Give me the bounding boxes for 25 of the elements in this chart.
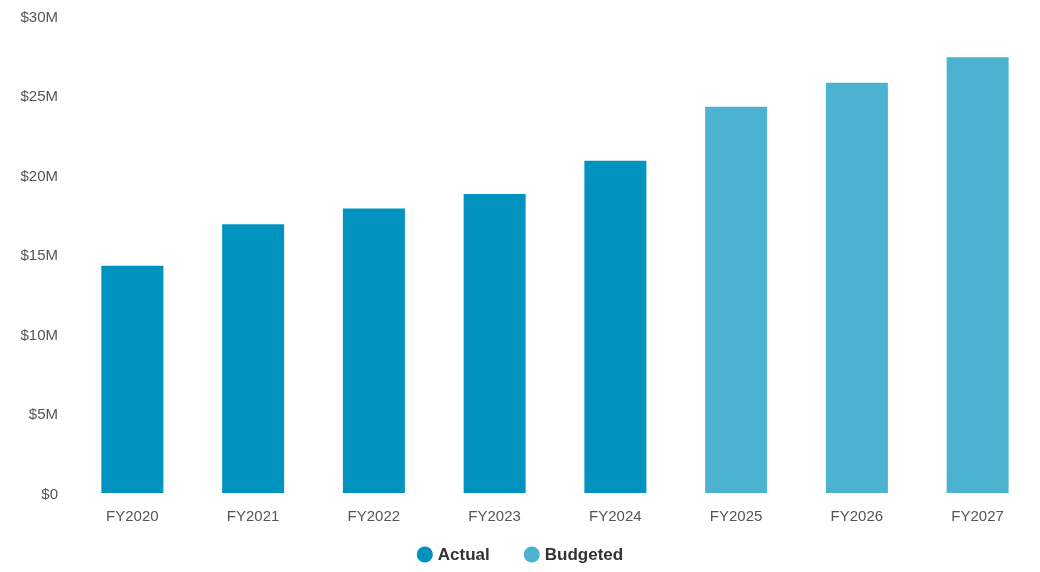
bar: [825, 82, 888, 493]
x-tick-label: FY2020: [106, 507, 159, 524]
x-tick-label: FY2025: [709, 507, 763, 524]
legend-label: Budgeted: [544, 545, 624, 564]
bar: [946, 57, 1009, 493]
y-tick-label: $30M: [20, 7, 58, 25]
x-tick-label: FY2026: [830, 507, 884, 524]
x-tick-label: FY2027: [951, 507, 1004, 524]
y-tick-label: $20M: [20, 166, 58, 184]
bar: [705, 106, 768, 493]
bar: [101, 265, 164, 493]
x-tick-label: FY2022: [347, 507, 401, 524]
y-tick-label: $15M: [20, 246, 58, 263]
y-tick-label: $0: [41, 484, 58, 502]
bar: [222, 224, 285, 493]
legend-label: Actual: [437, 545, 490, 564]
x-tick-label: FY2023: [468, 507, 521, 524]
bar: [342, 208, 405, 493]
x-tick-label: FY2024: [589, 507, 642, 524]
x-tick-label: FY2021: [226, 507, 280, 524]
y-tick-label: $10M: [20, 325, 58, 343]
y-tick-label: $5M: [28, 405, 58, 422]
bar: [584, 160, 647, 493]
y-tick-label: $25M: [20, 87, 58, 104]
bar: [463, 194, 526, 493]
